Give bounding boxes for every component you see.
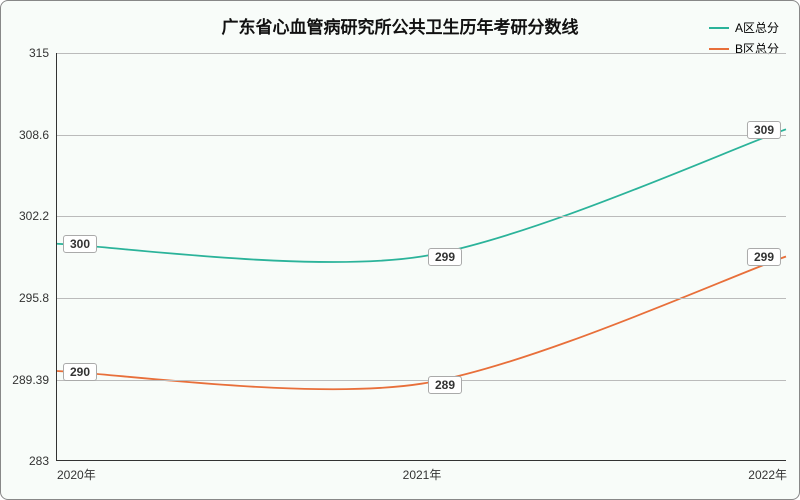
point-label: 309 [747, 121, 781, 139]
point-label: 299 [747, 248, 781, 266]
x-axis-label: 2021年 [403, 460, 442, 483]
chart-container: 广东省心血管病研究所公共卫生历年考研分数线 A区总分 B区总分 283289.3… [0, 0, 800, 500]
gridline [57, 135, 786, 136]
y-axis-label: 315 [29, 46, 57, 60]
point-label: 289 [428, 376, 462, 394]
chart-title: 广东省心血管病研究所公共卫生历年考研分数线 [1, 13, 799, 38]
plot-area: 283289.39295.8302.2308.63152020年2021年202… [56, 53, 786, 461]
point-label: 299 [428, 248, 462, 266]
line-layer [57, 53, 786, 460]
legend-label-a: A区总分 [735, 19, 779, 36]
gridline [57, 53, 786, 54]
y-axis-label: 283 [29, 454, 57, 468]
y-axis-label: 308.6 [19, 128, 57, 142]
point-label: 290 [63, 363, 97, 381]
point-label: 300 [63, 235, 97, 253]
gridline [57, 380, 786, 381]
legend-item-a: A区总分 [709, 19, 779, 36]
y-axis-label: 302.2 [19, 209, 57, 223]
legend-swatch-b [709, 48, 729, 50]
gridline [57, 216, 786, 217]
legend-swatch-a [709, 27, 729, 29]
y-axis-label: 289.39 [12, 373, 57, 387]
x-axis-label: 2020年 [57, 460, 96, 483]
gridline [57, 298, 786, 299]
series-line-0 [57, 129, 786, 262]
y-axis-label: 295.8 [19, 291, 57, 305]
x-axis-label: 2022年 [748, 460, 787, 483]
series-line-1 [57, 257, 786, 390]
